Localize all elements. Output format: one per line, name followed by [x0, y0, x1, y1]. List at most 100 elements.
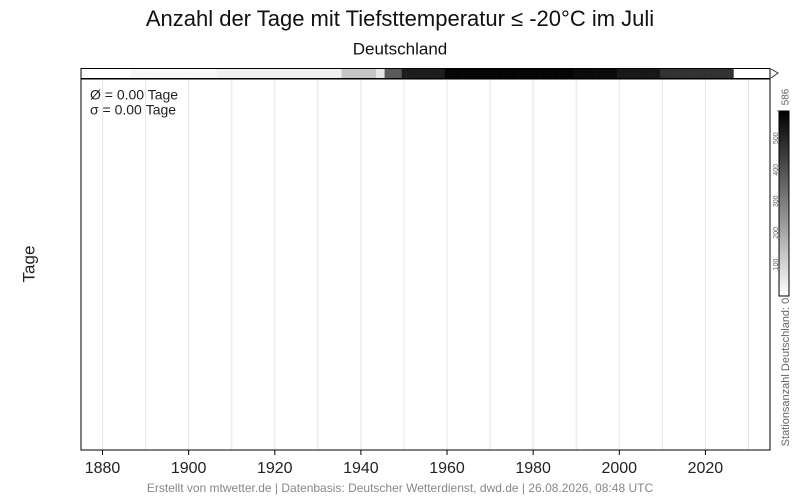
- station-count-cell: [453, 69, 459, 78]
- station-count-cell: [182, 69, 187, 78]
- station-count-cell: [341, 69, 347, 78]
- station-count-cell: [203, 69, 209, 78]
- station-count-cell: [324, 69, 329, 78]
- station-count-cell: [462, 69, 467, 78]
- station-count-cell: [630, 69, 635, 78]
- station-count-cell: [651, 69, 657, 78]
- station-count-cell: [526, 69, 532, 78]
- station-count-cell: [729, 69, 734, 78]
- station-count-cell: [363, 69, 368, 78]
- station-count-cell: [625, 69, 631, 78]
- station-count-cell: [367, 69, 372, 78]
- station-count-cell: [556, 69, 562, 78]
- station-count-cell: [531, 69, 536, 78]
- station-count-cell: [720, 69, 726, 78]
- station-count-cell: [565, 69, 571, 78]
- station-count-cell: [298, 69, 304, 78]
- station-count-cell: [681, 69, 687, 78]
- colorbar-tick-label: 100: [773, 258, 780, 270]
- colorbar-tick-label: 586: [781, 88, 792, 105]
- station-count-cell: [690, 69, 695, 78]
- station-count-cell: [660, 69, 665, 78]
- station-count-cell: [229, 69, 235, 78]
- station-count-cell: [397, 69, 403, 78]
- station-count-cell: [371, 69, 377, 78]
- station-count-cell: [457, 69, 463, 78]
- station-count-cell: [621, 69, 627, 78]
- station-count-cell: [156, 69, 161, 78]
- x-tick-label: 1900: [171, 460, 207, 477]
- station-count-cell: [694, 69, 700, 78]
- station-count-cell: [268, 69, 273, 78]
- station-count-cell: [190, 69, 196, 78]
- x-tick-label: 1940: [343, 460, 379, 477]
- station-count-cell: [604, 69, 609, 78]
- station-count-cell: [216, 69, 222, 78]
- station-count-cell: [578, 69, 583, 78]
- station-count-cell: [586, 69, 592, 78]
- x-tick-label: 1920: [257, 460, 293, 477]
- station-count-cell: [496, 69, 502, 78]
- y-axis-label: Tage: [19, 246, 38, 283]
- station-count-cell: [543, 69, 549, 78]
- annotation: σ = 0.00 Tage: [90, 102, 176, 118]
- station-count-cell: [406, 69, 411, 78]
- station-count-cell: [642, 69, 648, 78]
- station-count-cell: [500, 69, 506, 78]
- station-count-cell: [164, 69, 170, 78]
- colorbar-tick-label: 300: [773, 195, 780, 207]
- station-count-cell: [134, 69, 140, 78]
- station-count-cell: [281, 69, 286, 78]
- station-count-cell: [380, 69, 385, 78]
- station-count-cell: [302, 69, 308, 78]
- station-count-cell: [186, 69, 192, 78]
- station-count-cell: [195, 69, 200, 78]
- station-count-cell: [410, 69, 416, 78]
- chart-title: Anzahl der Tage mit Tiefsttemperatur ≤ -…: [146, 6, 654, 31]
- station-count-cell: [419, 69, 424, 78]
- station-count-cell: [375, 69, 381, 78]
- station-count-cell: [677, 69, 683, 78]
- station-count-cell: [384, 69, 390, 78]
- footer: Erstellt von mtwetter.de | Datenbasis: D…: [147, 481, 654, 495]
- plot-frame: [80, 78, 771, 451]
- station-count-cell: [440, 69, 446, 78]
- station-count-cell: [582, 69, 588, 78]
- station-count-cell: [160, 69, 166, 78]
- station-count-cell: [634, 69, 639, 78]
- station-strip-frame: [80, 68, 771, 79]
- station-count-cell: [177, 69, 183, 78]
- station-count-cell: [539, 69, 545, 78]
- station-count-cell: [345, 69, 351, 78]
- station-count-cell: [272, 69, 278, 78]
- station-count-cell: [246, 69, 252, 78]
- station-count-cell: [152, 69, 157, 78]
- station-count-cell: [130, 69, 136, 78]
- colorbar-tick-label: 400: [773, 164, 780, 176]
- station-count-cell: [393, 69, 398, 78]
- x-tick-label: 1980: [515, 460, 551, 477]
- station-count-cell: [535, 69, 540, 78]
- station-count-cell: [311, 69, 316, 78]
- station-count-cell: [638, 69, 644, 78]
- station-count-cell: [509, 69, 515, 78]
- station-count-cell: [548, 69, 553, 78]
- station-count-cell: [470, 69, 476, 78]
- station-count-cell: [173, 69, 179, 78]
- station-count-cell: [513, 69, 519, 78]
- station-count-cell: [668, 69, 674, 78]
- station-count-cell: [259, 69, 265, 78]
- station-count-cell: [561, 69, 566, 78]
- station-count-cell: [427, 69, 433, 78]
- station-count-cell: [483, 69, 489, 78]
- station-count-cell: [212, 69, 217, 78]
- station-count-cell: [208, 69, 213, 78]
- station-count-cell: [655, 69, 661, 78]
- station-count-cell: [289, 69, 295, 78]
- colorbar-tick-label: 200: [773, 227, 780, 239]
- station-count-cell: [612, 69, 618, 78]
- colorbar-tick-label: 500: [773, 132, 780, 144]
- station-count-cell: [647, 69, 652, 78]
- chart-subtitle: Deutschland: [353, 39, 448, 58]
